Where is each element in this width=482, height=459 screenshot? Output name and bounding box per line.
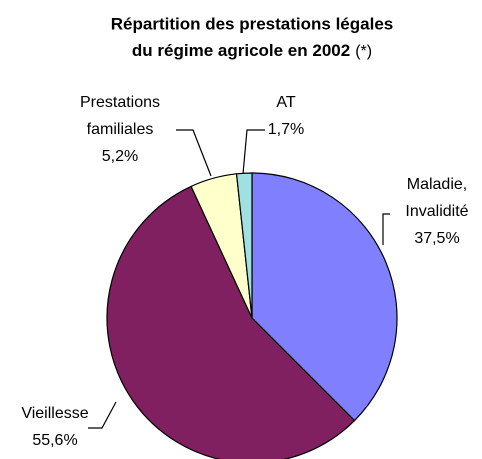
- value-label: 5,2%: [102, 148, 138, 165]
- value-label: 1,7%: [268, 121, 304, 138]
- category-label: Vieillesse: [21, 405, 88, 422]
- category-label: Maladie, Invalidité: [405, 176, 468, 220]
- leader-line: [176, 129, 212, 177]
- value-label: 55,6%: [32, 432, 77, 449]
- title-note: (*): [355, 43, 372, 60]
- category-label-line: Prestations: [80, 94, 160, 111]
- pie-slice: [235, 172, 253, 319]
- chart-title-line: du régime agricole en 2002 (*): [132, 41, 372, 60]
- leader-line: [382, 213, 390, 245]
- leader-line: [242, 129, 265, 175]
- category-label-line: AT: [276, 94, 295, 111]
- value-label: 37,5%: [414, 230, 459, 247]
- category-label-line: Invalidité: [405, 203, 468, 220]
- category-label-line: Vieillesse: [21, 405, 88, 422]
- chart-title: Répartition des prestations légales: [111, 14, 393, 33]
- category-label: Prestations familiales: [80, 94, 160, 138]
- category-label: AT: [276, 94, 295, 111]
- chart-title: du régime agricole en 2002: [132, 41, 350, 60]
- category-label-line: familiales: [87, 121, 154, 138]
- category-label-line: Maladie,: [407, 176, 467, 193]
- pie-slice: [251, 172, 398, 422]
- pie-slice: [106, 185, 356, 459]
- leader-line: [88, 401, 117, 429]
